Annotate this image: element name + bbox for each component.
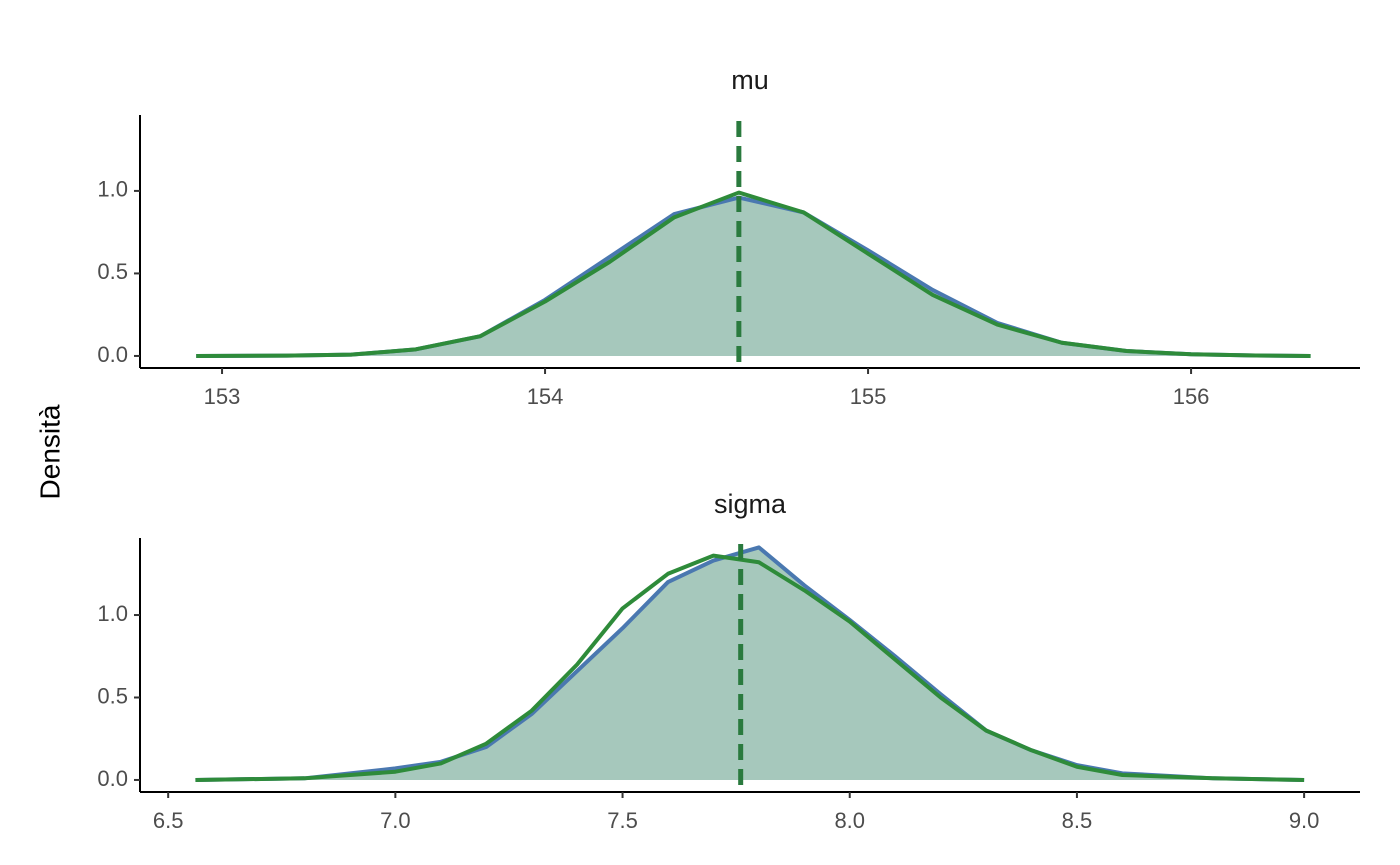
- y-tick-label: 0.0: [97, 766, 128, 791]
- x-tick-label: 7.5: [607, 808, 638, 833]
- y-tick-label: 0.5: [97, 683, 128, 708]
- y-tick-label: 1.0: [97, 177, 128, 202]
- y-axis-label: Densità: [34, 404, 65, 499]
- y-tick-label: 1.0: [97, 601, 128, 626]
- x-tick-label: 156: [1173, 384, 1210, 409]
- x-tick-label: 155: [850, 384, 887, 409]
- x-tick-label: 6.5: [153, 808, 184, 833]
- panel-title: mu: [731, 65, 769, 95]
- x-tick-label: 9.0: [1289, 808, 1320, 833]
- x-tick-label: 8.5: [1062, 808, 1093, 833]
- density-line: [196, 190, 1311, 358]
- y-tick-label: 0.0: [97, 342, 128, 367]
- x-tick-label: 153: [204, 384, 241, 409]
- y-tick-label: 0.5: [97, 259, 128, 284]
- x-tick-label: 154: [527, 384, 564, 409]
- x-tick-label: 7.0: [380, 808, 411, 833]
- x-tick-label: 8.0: [834, 808, 865, 833]
- density-area: [195, 547, 1305, 780]
- density-line: [195, 553, 1305, 782]
- panel-title: sigma: [714, 489, 787, 519]
- density-area: [196, 197, 1311, 356]
